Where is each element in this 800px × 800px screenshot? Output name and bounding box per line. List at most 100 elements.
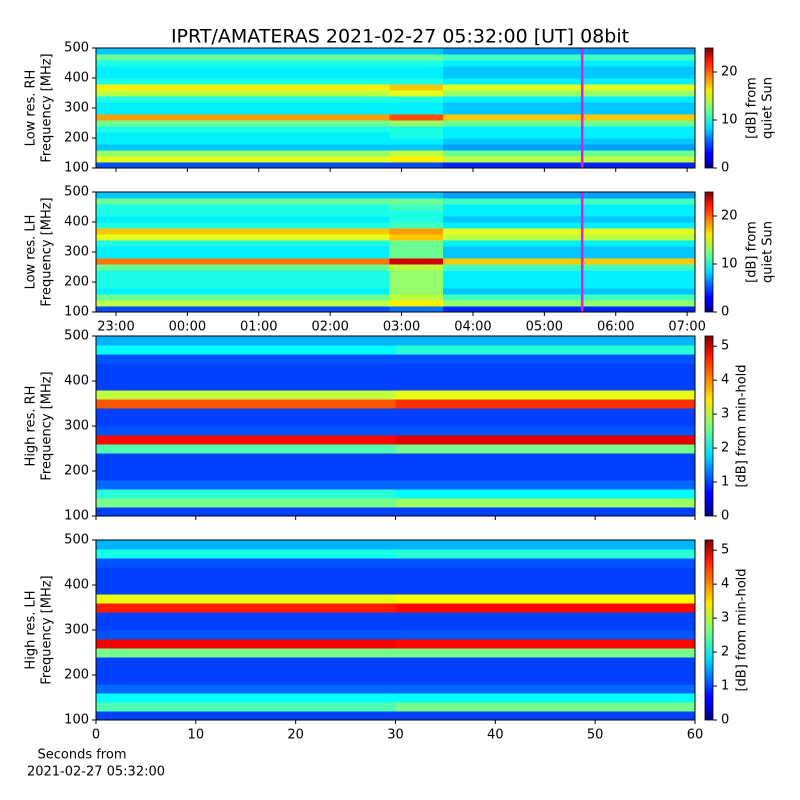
heatmap-cell <box>96 156 390 163</box>
heatmap-cell <box>395 408 696 418</box>
heatmap-cell <box>96 336 396 346</box>
x-tick-label: 60 <box>687 728 704 743</box>
y-tick-label: 100 <box>64 509 89 524</box>
heatmap-cell <box>96 72 390 79</box>
heatmap-cell <box>442 192 696 199</box>
colorbar-tick-label: 20 <box>721 209 738 224</box>
heatmap-cell <box>442 222 696 229</box>
y-tick-label: 300 <box>64 419 89 434</box>
heatmap-cell <box>395 540 696 550</box>
heatmap-cell <box>395 507 696 517</box>
heatmap-cell <box>442 288 696 295</box>
heatmap-cell <box>395 354 696 364</box>
heatmap-cell <box>389 300 444 307</box>
heatmap-cell <box>96 228 390 235</box>
heatmap-cell <box>96 711 396 721</box>
heatmap-cell <box>96 612 396 622</box>
heatmap-cell <box>395 498 696 508</box>
heatmap-cell <box>442 66 696 73</box>
heatmap-cell <box>96 204 390 211</box>
colorbar <box>704 47 714 169</box>
y-axis-label: Frequency [MHz] <box>40 53 55 162</box>
heatmap-cell <box>96 417 396 427</box>
heatmap-cell <box>442 228 696 235</box>
y-tick-label: 200 <box>64 668 89 683</box>
heatmap-cell <box>442 162 696 169</box>
heatmap-cell <box>96 462 396 472</box>
y-tick-label: 400 <box>64 374 89 389</box>
heatmap-cell <box>395 693 696 703</box>
heatmap-cell <box>96 621 396 631</box>
heatmap-cell <box>96 198 390 205</box>
heatmap-cell <box>389 204 444 211</box>
heatmap-cell <box>389 228 444 235</box>
y-axis-label: Frequency [MHz] <box>40 575 55 684</box>
heatmap-cell <box>442 72 696 79</box>
colorbar-tick-label: 0 <box>721 161 729 176</box>
heatmap-cell <box>96 675 396 685</box>
heatmap-cell <box>395 711 696 721</box>
heatmap-cell <box>442 282 696 289</box>
heatmap-cell <box>96 120 390 127</box>
heatmap-cell <box>442 258 696 265</box>
heatmap-cell <box>96 66 390 73</box>
heatmap-cell <box>442 270 696 277</box>
x-tick-label: 01:00 <box>240 320 277 335</box>
heatmap-cell <box>96 381 396 391</box>
colorbar-tick-label: 1 <box>721 679 729 694</box>
y-tick-label: 300 <box>64 623 89 638</box>
heatmap-cell <box>96 693 396 703</box>
heatmap-cell <box>96 567 396 577</box>
heatmap-cell <box>442 276 696 283</box>
heatmap-cell <box>96 399 396 409</box>
y-tick-label: 100 <box>64 305 89 320</box>
heatmap-cell <box>389 120 444 127</box>
heatmap-cell <box>395 612 696 622</box>
y-tick-label: 100 <box>64 713 89 728</box>
heatmap-cell <box>96 192 390 199</box>
heatmap-cell <box>442 84 696 91</box>
y-tick-label: 500 <box>64 185 89 200</box>
heatmap-cell <box>389 60 444 67</box>
heatmap-cell <box>442 210 696 217</box>
heatmap-cell <box>96 114 390 121</box>
x-tick-label: 0 <box>92 728 100 743</box>
heatmap-cell <box>96 234 390 241</box>
heatmap-cell <box>96 585 396 595</box>
heatmap-cell <box>96 657 396 667</box>
heatmap-cell <box>96 282 390 289</box>
heatmap-cell <box>389 258 444 265</box>
heatmap-cell <box>389 234 444 241</box>
heatmap-cell <box>389 294 444 301</box>
colorbar-tick-label: 5 <box>721 339 729 354</box>
heatmap-cell <box>96 435 396 445</box>
y-tick-label: 200 <box>64 275 89 290</box>
heatmap-cell <box>96 96 390 103</box>
x-tick-label: 30 <box>387 728 404 743</box>
heatmap-cell <box>395 576 696 586</box>
y-axis-label: High res. LH <box>24 590 39 669</box>
heatmap-cell <box>96 78 390 85</box>
heatmap-cell <box>389 240 444 247</box>
colorbar-tick-label: 0 <box>721 509 729 524</box>
colorbar-tick-label: 4 <box>721 577 729 592</box>
y-tick-label: 400 <box>64 578 89 593</box>
heatmap-cell <box>395 585 696 595</box>
heatmap-cell <box>442 264 696 271</box>
y-tick-label: 500 <box>64 533 89 548</box>
heatmap-cell <box>442 78 696 85</box>
heatmap-cell <box>389 114 444 121</box>
heatmap-cell <box>96 444 396 454</box>
heatmap-cell <box>96 558 396 568</box>
y-axis-label: High res. RH <box>24 386 39 467</box>
colorbar-tick-label: 1 <box>721 475 729 490</box>
heatmap-cell <box>96 126 390 133</box>
heatmap-cell <box>442 108 696 115</box>
heatmap-cell <box>442 234 696 241</box>
heatmap-cell <box>389 222 444 229</box>
colorbar-tick-label: 2 <box>721 441 729 456</box>
heatmap-cell <box>96 498 396 508</box>
colorbar-tick-label: 2 <box>721 645 729 660</box>
heatmap-cell <box>96 471 396 481</box>
